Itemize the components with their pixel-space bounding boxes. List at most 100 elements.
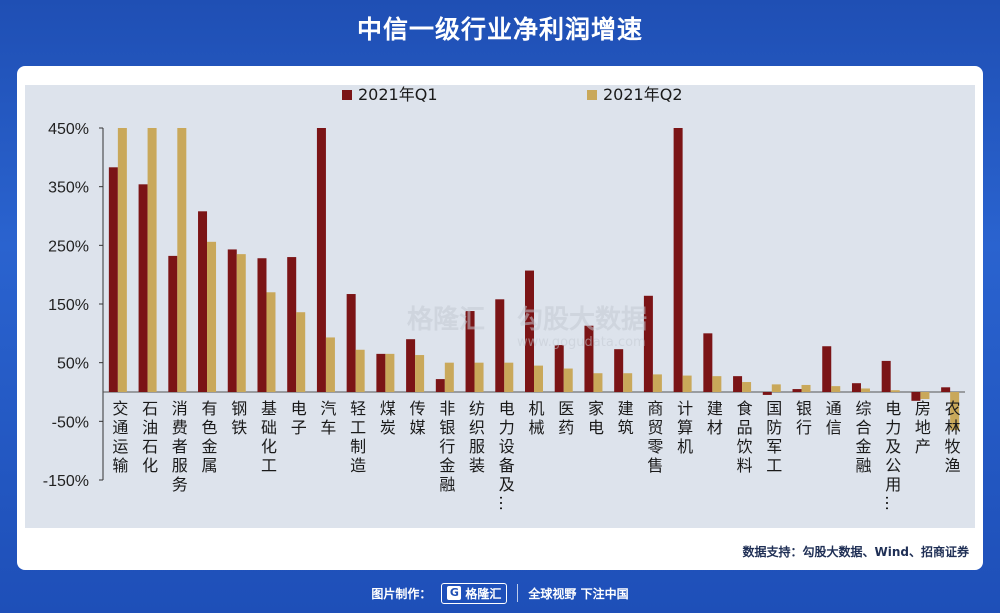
bar-q2 [147, 128, 157, 392]
bar-q1 [287, 257, 297, 392]
bar-q2 [652, 374, 662, 392]
y-tick-label: 250% [48, 238, 89, 255]
category-label: 非银行金融 [436, 400, 455, 495]
category-label: 煤炭 [377, 400, 396, 438]
bar-q2 [325, 337, 335, 392]
chart-card: 450% 350% 250% 150% 50% -50% -150% 交通运输 石油石化 消费者服… [17, 66, 983, 570]
bar-q1 [911, 392, 921, 401]
category-label: 电子 [288, 400, 307, 438]
category-label: 石油石化 [139, 400, 158, 476]
footer-brand: 格隆汇 [465, 586, 502, 601]
bar-q2 [860, 388, 870, 392]
bar-q2 [593, 373, 603, 392]
footer-credit: 图片制作： [371, 586, 432, 601]
category-label: 有色金属 [199, 400, 218, 476]
category-label: 汽车 [317, 400, 336, 438]
bar-q2 [890, 390, 900, 392]
bar-q1 [643, 295, 653, 392]
bar-q2 [950, 392, 960, 431]
category-label: 机械 [526, 400, 545, 438]
category-label: 消费者服务 [169, 400, 188, 495]
bar-q1 [851, 383, 861, 392]
legend-swatch [342, 90, 352, 100]
y-tick-label: -150% [43, 473, 89, 490]
legend-label: 2021年Q2 [603, 85, 683, 104]
bar-q1 [733, 376, 743, 392]
bar-q1 [584, 325, 594, 392]
category-label: 家电 [585, 400, 604, 438]
footer-divider [517, 584, 519, 602]
category-label: 房地产 [912, 400, 931, 457]
category-label: 食品饮料 [734, 400, 753, 476]
bar-q1 [673, 128, 683, 392]
page-title: 中信一级行业净利润增速 [356, 15, 643, 44]
bar-q2 [920, 392, 930, 400]
bar-q2 [474, 362, 484, 392]
bar-q1 [316, 128, 326, 392]
bar-q2 [742, 382, 752, 392]
bar-q1 [703, 333, 713, 392]
watermark-brand2: 勾股大数据 [517, 305, 647, 335]
bar-q2 [385, 353, 395, 392]
category-label: 电力设备及… [496, 400, 515, 514]
y-tick-label: -50% [52, 414, 89, 431]
bar-q1 [822, 346, 832, 392]
category-label: 国防军工 [763, 400, 782, 476]
y-tick-label: 350% [48, 180, 89, 197]
category-label: 电力及公用… [882, 400, 901, 514]
y-tick-label: 450% [48, 121, 89, 138]
category-label: 基础化工 [258, 400, 277, 476]
bar-q1 [435, 379, 445, 392]
category-label: 医药 [555, 400, 574, 438]
bar-q2 [355, 349, 365, 392]
bar-q1 [792, 389, 802, 392]
source-note: 数据支持：勾股大数据、Wind、招商证券 [742, 545, 969, 559]
bar-q2 [296, 312, 306, 392]
bar-q1 [525, 270, 534, 392]
bar-q1 [108, 167, 118, 392]
bar-q1 [881, 360, 891, 392]
category-label: 通信 [823, 400, 842, 438]
category-label: 农林牧渔 [942, 400, 961, 476]
bar-q1 [495, 299, 505, 392]
bar-q2 [504, 362, 514, 392]
bar-q2 [266, 292, 276, 392]
bar-q1 [465, 311, 475, 392]
bar-q1 [257, 258, 267, 392]
bar-q1 [762, 392, 772, 395]
category-label: 纺织服装 [466, 400, 485, 476]
bar-chart: 450% 350% 250% 150% 50% -50% -150% 交通运输 石油石化 消费者服… [43, 85, 965, 514]
bar-q2 [563, 368, 573, 392]
category-label: 综合金融 [852, 400, 871, 476]
legend-swatch [587, 90, 597, 100]
category-label: 轻工制造 [347, 400, 366, 476]
category-label: 钢铁 [228, 400, 247, 438]
category-label: 银行 [793, 400, 812, 438]
bar-q2 [712, 376, 722, 392]
footer-slogan: 全球视野 下注中国 [528, 586, 629, 601]
watermark-url: www.gogudata.com [517, 335, 646, 350]
bar-q1 [198, 211, 208, 392]
category-label: 传媒 [407, 400, 426, 438]
bar-q2 [682, 375, 692, 392]
footer-brand-logo: G 格隆汇 [441, 582, 508, 604]
category-label: 计算机 [674, 400, 693, 457]
bar-q2 [177, 128, 187, 392]
bar-q1 [376, 353, 386, 392]
watermark-brand: 格隆汇 [407, 304, 485, 335]
bar-q2 [444, 362, 454, 392]
bar-q2 [534, 365, 543, 392]
bar-q2 [801, 384, 811, 392]
category-label: 建材 [704, 400, 723, 438]
bar-q2 [207, 241, 217, 392]
bar-q1 [138, 184, 148, 392]
y-tick-label: 150% [48, 297, 89, 314]
bar-q2 [415, 355, 425, 392]
bar-q2 [117, 128, 127, 392]
bar-q1 [168, 255, 178, 392]
bar-q1 [406, 339, 416, 392]
bar-q1 [227, 249, 237, 392]
bar-q1 [614, 349, 624, 392]
bar-q2 [623, 373, 633, 392]
category-label: 商贸零售 [644, 400, 663, 476]
